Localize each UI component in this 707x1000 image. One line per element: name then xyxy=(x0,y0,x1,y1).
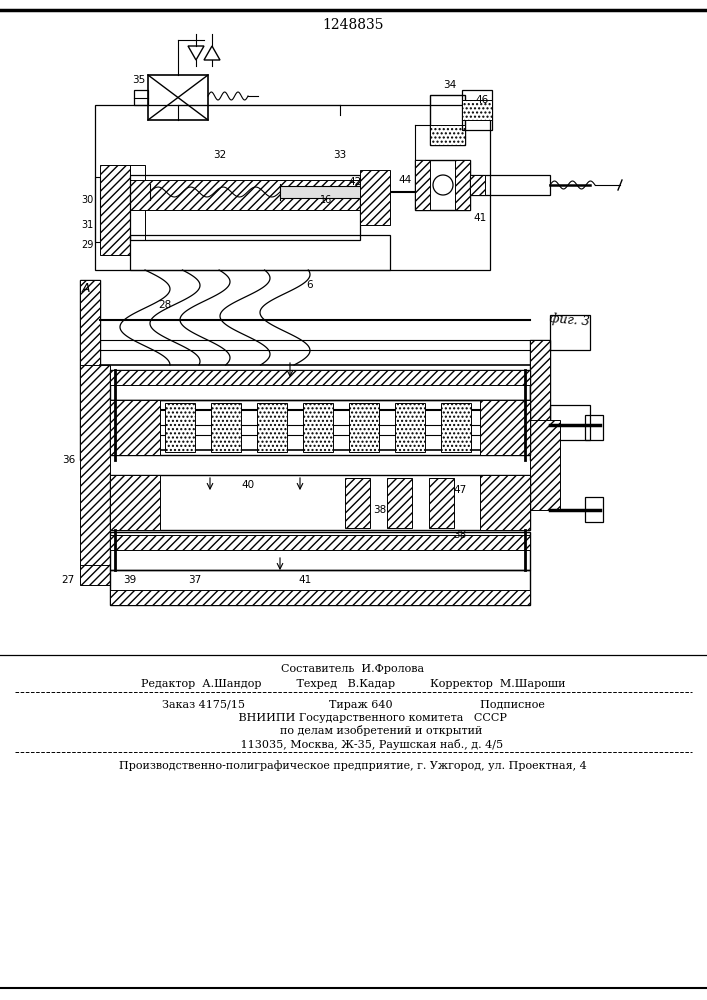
Text: 44: 44 xyxy=(399,175,412,185)
Text: 38: 38 xyxy=(453,530,467,540)
Bar xyxy=(530,340,550,460)
Text: 38: 38 xyxy=(373,505,387,515)
Text: 113035, Москва, Ж-35, Раушская наб., д. 4/5: 113035, Москва, Ж-35, Раушская наб., д. … xyxy=(202,738,503,750)
Text: 42: 42 xyxy=(348,177,361,187)
Bar xyxy=(110,370,530,385)
Text: фиг. 3: фиг. 3 xyxy=(549,312,590,328)
Bar xyxy=(110,590,530,605)
Bar xyxy=(455,160,470,210)
Text: 31: 31 xyxy=(82,220,94,230)
Text: 6: 6 xyxy=(307,280,313,290)
Text: 40: 40 xyxy=(241,480,255,490)
Bar xyxy=(80,280,100,460)
Bar xyxy=(100,165,130,255)
Text: 16: 16 xyxy=(320,195,332,205)
Bar xyxy=(395,403,425,452)
Bar xyxy=(429,478,454,528)
Text: 35: 35 xyxy=(132,75,145,85)
Bar xyxy=(110,400,530,455)
Text: Редактор  А.Шандор          Техред   В.Кадар          Корректор  М.Шароши: Редактор А.Шандор Техред В.Кадар Коррект… xyxy=(141,679,566,689)
Text: 34: 34 xyxy=(443,80,457,90)
Text: 27: 27 xyxy=(62,575,75,585)
Bar xyxy=(110,400,160,455)
Text: 39: 39 xyxy=(124,575,136,585)
Bar xyxy=(415,160,430,210)
Text: 41: 41 xyxy=(298,575,312,585)
Bar xyxy=(387,478,412,528)
Bar xyxy=(441,403,471,452)
Bar xyxy=(280,186,370,198)
Bar xyxy=(462,100,492,120)
Bar xyxy=(80,565,110,585)
Bar xyxy=(80,280,100,460)
Bar xyxy=(110,370,530,400)
Bar xyxy=(110,570,530,605)
Text: 30: 30 xyxy=(82,195,94,205)
Bar xyxy=(110,532,530,570)
Text: 33: 33 xyxy=(334,150,346,160)
Bar xyxy=(462,90,492,130)
Text: 46: 46 xyxy=(475,95,489,105)
Text: Производственно-полиграфическое предприятие, г. Ужгород, ул. Проектная, 4: Производственно-полиграфическое предприя… xyxy=(119,761,587,771)
Bar xyxy=(110,475,160,530)
Text: А: А xyxy=(82,282,90,295)
Bar xyxy=(550,405,590,440)
Bar xyxy=(80,365,110,570)
Bar xyxy=(130,180,360,210)
Bar xyxy=(585,497,603,522)
Bar xyxy=(470,175,550,195)
Bar xyxy=(134,90,148,105)
Text: 1248835: 1248835 xyxy=(322,18,384,32)
Bar xyxy=(470,175,485,195)
Bar xyxy=(550,315,590,350)
Text: Заказ 4175/15                        Тираж 640                         Подписное: Заказ 4175/15 Тираж 640 Подписное xyxy=(162,700,544,710)
Bar xyxy=(430,95,465,145)
Text: 37: 37 xyxy=(188,575,201,585)
Text: Составитель  И.Фролова: Составитель И.Фролова xyxy=(281,664,425,674)
Text: 41: 41 xyxy=(474,213,486,223)
Bar xyxy=(349,403,379,452)
Text: 28: 28 xyxy=(158,300,172,310)
Bar xyxy=(257,403,287,452)
Bar xyxy=(360,170,390,225)
Text: по делам изобретений и открытий: по делам изобретений и открытий xyxy=(224,726,482,736)
Bar xyxy=(148,75,208,120)
Bar xyxy=(211,403,241,452)
Bar xyxy=(165,403,195,452)
Text: 36: 36 xyxy=(62,455,75,465)
Bar xyxy=(303,403,333,452)
Bar xyxy=(585,415,603,440)
Bar xyxy=(530,340,550,460)
Bar xyxy=(345,478,370,528)
Bar xyxy=(110,475,530,530)
Bar xyxy=(95,177,100,242)
Bar xyxy=(415,160,470,210)
Bar xyxy=(130,165,145,240)
Bar xyxy=(130,175,360,240)
Text: ВНИИПИ Государственного комитета   СССР: ВНИИПИ Государственного комитета СССР xyxy=(199,713,506,723)
Bar xyxy=(430,125,465,145)
Bar xyxy=(480,475,530,530)
Bar xyxy=(130,235,390,270)
Bar xyxy=(480,400,530,455)
Bar xyxy=(530,420,560,510)
Bar xyxy=(110,535,530,550)
Text: 29: 29 xyxy=(81,240,94,250)
Text: 32: 32 xyxy=(214,150,227,160)
Text: 47: 47 xyxy=(453,485,467,495)
Bar xyxy=(95,105,490,270)
